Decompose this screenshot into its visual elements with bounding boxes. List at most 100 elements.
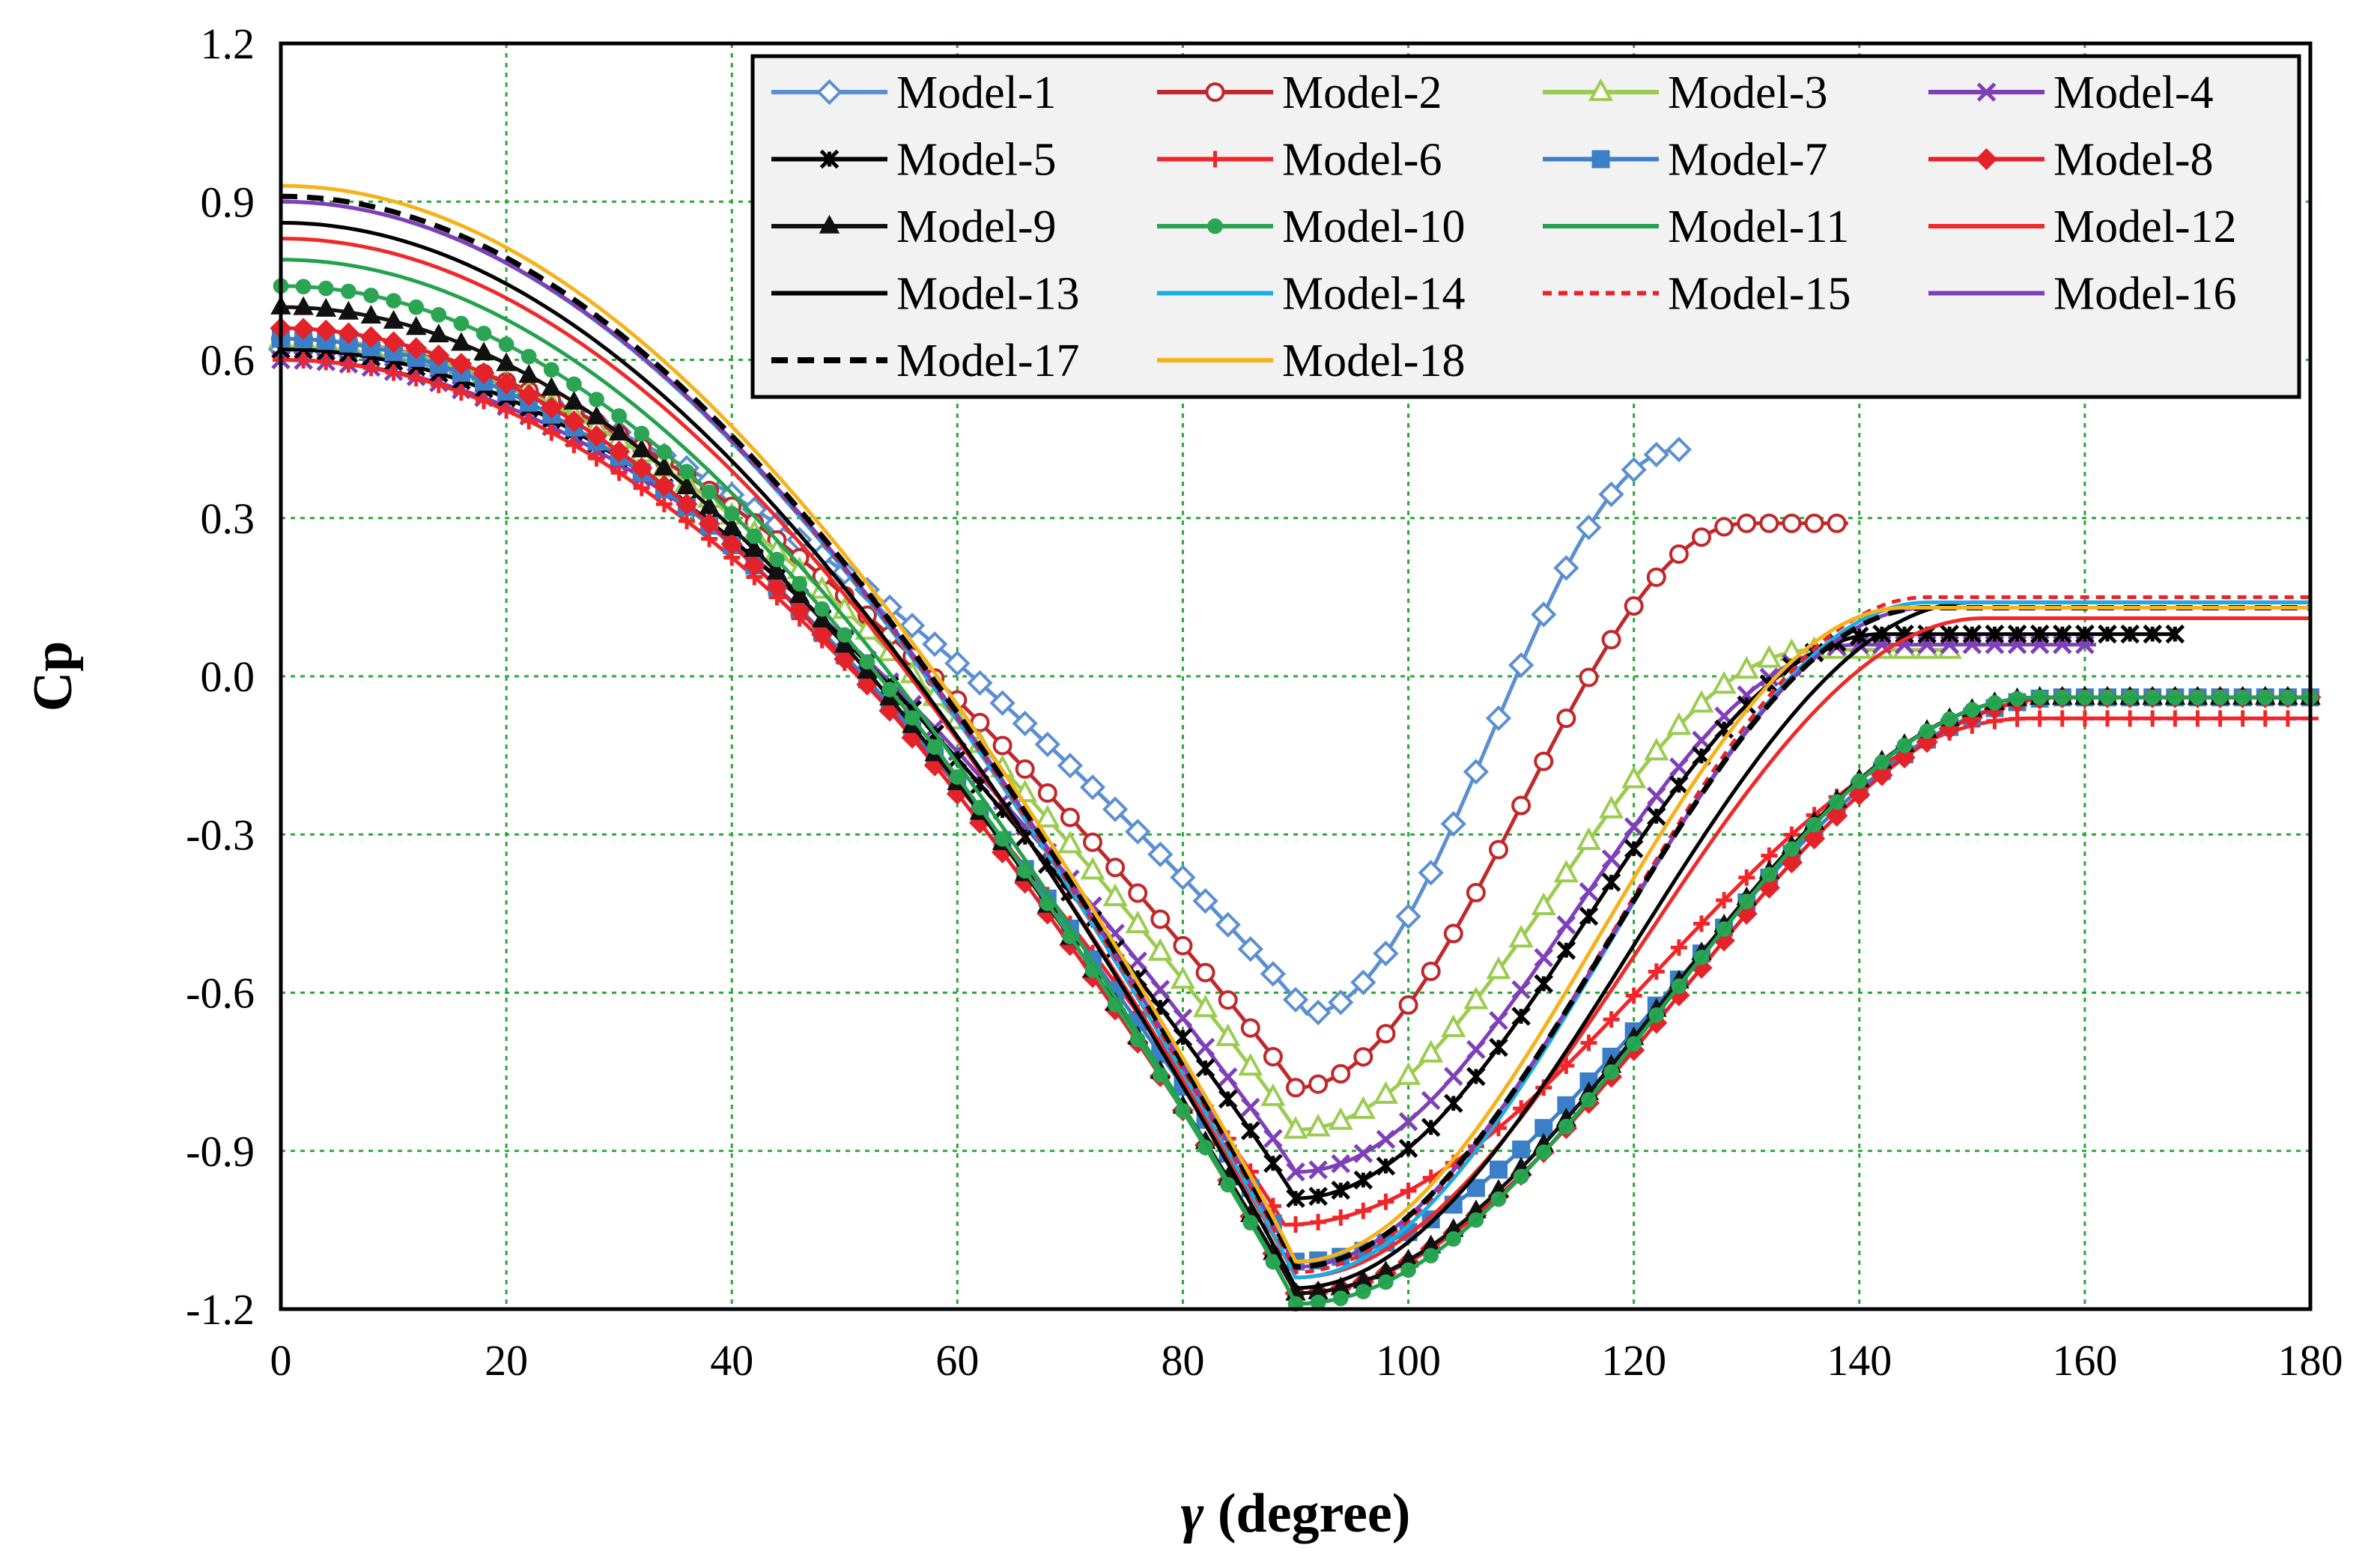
data-point xyxy=(453,315,470,332)
data-point xyxy=(814,601,831,617)
legend-label: Model-14 xyxy=(1282,269,1466,320)
data-point xyxy=(295,352,312,369)
data-point xyxy=(922,631,948,658)
data-point xyxy=(720,532,743,556)
legend-item-model-14: Model-14 xyxy=(1157,269,1466,320)
data-point xyxy=(337,322,359,345)
data-point xyxy=(517,383,540,407)
data-point xyxy=(1466,1179,1485,1198)
data-point xyxy=(1308,1074,1329,1094)
data-point xyxy=(318,353,335,371)
data-point xyxy=(359,326,383,348)
data-point xyxy=(386,293,401,309)
legend-marker xyxy=(1205,82,1225,102)
data-point xyxy=(1803,827,1826,850)
data-point xyxy=(1263,1129,1283,1148)
data-point xyxy=(1079,774,1106,801)
data-point xyxy=(1218,1067,1238,1087)
data-point xyxy=(1305,1114,1331,1137)
data-point xyxy=(1150,909,1171,929)
data-point xyxy=(1421,961,1441,981)
data-point xyxy=(1534,751,1554,771)
data-point xyxy=(1263,1153,1283,1174)
data-point xyxy=(1105,858,1126,878)
data-point xyxy=(1102,883,1128,906)
legend-marker xyxy=(1207,218,1223,234)
data-point xyxy=(2007,624,2027,644)
data-point xyxy=(1215,1023,1241,1046)
legend-item-model-12: Model-12 xyxy=(1928,201,2237,252)
data-point xyxy=(949,769,965,785)
x-tick-label: 0 xyxy=(270,1336,292,1385)
legend-item-model-11: Model-11 xyxy=(1543,201,1849,252)
legend-item-model-13: Model-13 xyxy=(771,269,1080,320)
data-point xyxy=(1940,624,1959,644)
data-point xyxy=(1598,795,1624,819)
legend-label: Model-2 xyxy=(1282,67,1442,118)
data-point xyxy=(1241,1121,1260,1141)
data-point xyxy=(1511,1007,1531,1026)
data-point xyxy=(1666,437,1693,463)
data-point xyxy=(1147,938,1173,961)
data-point xyxy=(383,309,404,329)
data-point xyxy=(430,376,447,393)
data-point xyxy=(2279,710,2296,727)
series-line-model-18 xyxy=(280,183,2310,1264)
data-point xyxy=(1440,811,1466,837)
legend-marker xyxy=(1591,150,1610,169)
data-point xyxy=(698,512,720,535)
y-tick-label: 0.6 xyxy=(201,336,255,385)
data-point xyxy=(1125,910,1150,934)
data-point xyxy=(2189,710,2206,727)
legend-item-model-10: Model-10 xyxy=(1157,201,1466,252)
data-point xyxy=(1282,986,1309,1013)
data-point xyxy=(926,739,943,755)
data-point xyxy=(1173,1028,1193,1048)
data-point xyxy=(2053,710,2071,727)
data-point xyxy=(2144,710,2161,727)
legend-label: Model-4 xyxy=(2053,67,2214,118)
data-point xyxy=(518,364,540,383)
data-point xyxy=(1195,1037,1215,1057)
data-point xyxy=(543,424,560,441)
x-tick-label: 180 xyxy=(2278,1336,2343,1385)
data-point xyxy=(431,306,447,323)
data-point xyxy=(315,319,337,342)
legend-label: Model-6 xyxy=(1282,135,1442,186)
data-point xyxy=(1376,1024,1396,1044)
data-point xyxy=(1332,1209,1350,1226)
legend-item-model-15: Model-15 xyxy=(1543,269,1851,320)
data-point xyxy=(1283,1116,1308,1139)
data-point xyxy=(859,654,875,670)
data-point xyxy=(1601,849,1621,869)
data-point xyxy=(1756,645,1782,668)
data-point xyxy=(293,296,314,315)
data-point xyxy=(498,336,514,353)
data-point xyxy=(655,496,673,513)
data-point xyxy=(1624,839,1644,859)
data-point xyxy=(1490,1160,1508,1179)
x-tick-label: 80 xyxy=(1161,1336,1204,1385)
data-point xyxy=(1240,1018,1260,1038)
data-point xyxy=(1238,1052,1263,1076)
x-axis-symbol: γ xyxy=(1181,1483,1204,1544)
data-point xyxy=(1579,906,1599,926)
data-point xyxy=(2167,710,2184,727)
data-point xyxy=(1759,513,1779,533)
data-point xyxy=(1601,872,1621,892)
data-point xyxy=(1580,1034,1597,1051)
data-point xyxy=(1286,1162,1305,1182)
data-point xyxy=(1644,737,1669,761)
series-line-model-15 xyxy=(281,199,2310,1275)
data-point xyxy=(428,323,449,343)
data-point xyxy=(2122,710,2139,727)
data-point xyxy=(1738,869,1755,886)
data-point xyxy=(766,560,788,580)
data-point xyxy=(1444,1066,1463,1087)
y-tick-label: -0.3 xyxy=(186,810,255,859)
data-point xyxy=(1012,710,1038,737)
data-point xyxy=(1962,624,1982,644)
legend-marker xyxy=(1976,82,1997,102)
data-point xyxy=(1034,731,1060,758)
data-point xyxy=(1804,513,1824,533)
